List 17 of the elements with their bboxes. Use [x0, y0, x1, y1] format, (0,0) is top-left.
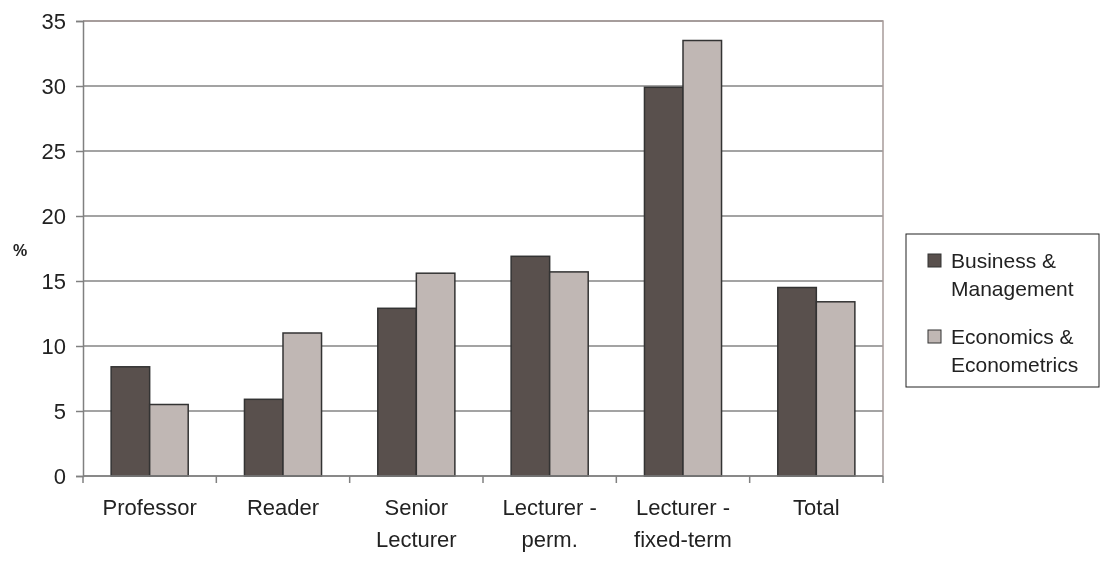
y-tick-label: 15 [41, 268, 66, 294]
legend-label: Economics & Econometrics [951, 325, 1079, 376]
y-tick-label: 0 [53, 463, 66, 489]
y-tick-label: 5 [53, 398, 66, 424]
y-tick-label: 25 [41, 138, 66, 164]
x-tick-label: Senior Lecturer [375, 495, 457, 552]
y-tick-label: 20 [41, 203, 66, 229]
x-tick-label: Total [793, 495, 840, 520]
y-tick-label: 10 [41, 333, 66, 359]
y-tick-label: 35 [41, 8, 66, 34]
x-tick-label: Lecturer - perm. [502, 495, 597, 552]
x-tick-label: Professor [102, 495, 197, 520]
legend-label: Business & Management [951, 249, 1074, 300]
x-tick-label: Reader [246, 495, 320, 520]
y-axis-title: % [12, 242, 28, 259]
y-tick-label: 30 [41, 73, 66, 99]
x-tick-label: Lecturer - fixed-term [634, 495, 732, 552]
